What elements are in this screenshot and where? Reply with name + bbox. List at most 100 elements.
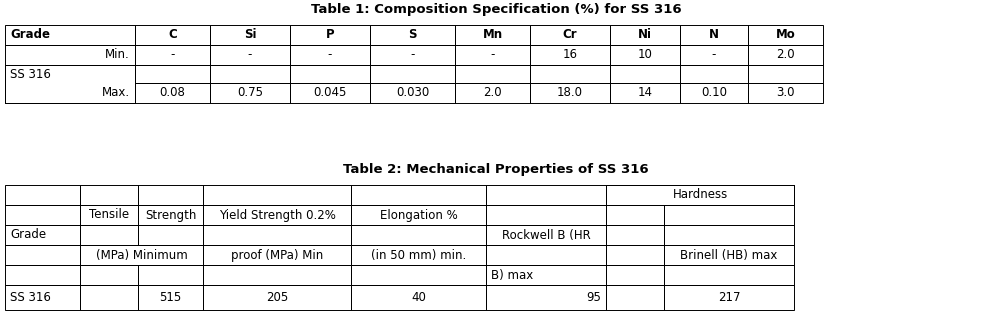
- Bar: [455, 45, 530, 65]
- Bar: [5, 185, 80, 205]
- Bar: [5, 25, 135, 45]
- Bar: [351, 265, 486, 285]
- Bar: [606, 205, 664, 225]
- Bar: [210, 45, 290, 65]
- Bar: [203, 265, 351, 285]
- Bar: [664, 225, 794, 245]
- Bar: [138, 185, 203, 205]
- Text: C: C: [168, 29, 177, 42]
- Text: Hardness: Hardness: [672, 188, 728, 202]
- Text: proof (MPa) Min: proof (MPa) Min: [231, 249, 323, 262]
- Text: 14: 14: [638, 86, 652, 99]
- Bar: [664, 185, 794, 205]
- Bar: [370, 83, 455, 103]
- Bar: [5, 45, 135, 65]
- Bar: [680, 45, 748, 65]
- Text: Elongation %: Elongation %: [379, 209, 458, 222]
- Text: -: -: [491, 48, 495, 61]
- Text: Mo: Mo: [776, 29, 795, 42]
- Text: -: -: [248, 48, 252, 61]
- Bar: [486, 225, 606, 245]
- Bar: [80, 245, 203, 265]
- Text: 217: 217: [718, 291, 740, 304]
- Text: Grade: Grade: [10, 29, 50, 42]
- Bar: [748, 83, 823, 103]
- Bar: [486, 245, 606, 265]
- Bar: [530, 25, 610, 45]
- Text: 2.0: 2.0: [484, 86, 501, 99]
- Text: B) max: B) max: [491, 268, 533, 281]
- Bar: [210, 65, 290, 83]
- Bar: [203, 185, 351, 205]
- Bar: [606, 245, 664, 265]
- Text: 40: 40: [411, 291, 426, 304]
- Text: -: -: [410, 48, 415, 61]
- Text: Si: Si: [243, 29, 256, 42]
- Bar: [5, 65, 135, 83]
- Text: Cr: Cr: [563, 29, 577, 42]
- Text: Table 2: Mechanical Properties of SS 316: Table 2: Mechanical Properties of SS 316: [344, 163, 648, 176]
- Bar: [606, 185, 664, 205]
- Bar: [203, 205, 351, 225]
- Text: 0.10: 0.10: [701, 86, 727, 99]
- Text: Ni: Ni: [638, 29, 652, 42]
- Text: N: N: [709, 29, 719, 42]
- Text: 0.030: 0.030: [396, 86, 429, 99]
- Bar: [351, 205, 486, 225]
- Bar: [606, 185, 794, 205]
- Bar: [203, 285, 351, 310]
- Bar: [606, 265, 664, 285]
- Text: 16: 16: [562, 48, 578, 61]
- Bar: [664, 265, 794, 285]
- Bar: [610, 25, 680, 45]
- Text: 18.0: 18.0: [557, 86, 583, 99]
- Bar: [351, 225, 486, 245]
- Bar: [606, 185, 794, 205]
- Text: 10: 10: [638, 48, 652, 61]
- Text: 0.08: 0.08: [160, 86, 186, 99]
- Bar: [664, 285, 794, 310]
- Text: SS 316: SS 316: [10, 68, 51, 81]
- Bar: [290, 83, 370, 103]
- Text: 95: 95: [586, 291, 601, 304]
- Bar: [80, 185, 138, 205]
- Text: Yield Strength 0.2%: Yield Strength 0.2%: [218, 209, 336, 222]
- Bar: [606, 285, 664, 310]
- Bar: [290, 65, 370, 83]
- Bar: [370, 45, 455, 65]
- Bar: [135, 65, 210, 83]
- Bar: [210, 83, 290, 103]
- Bar: [610, 45, 680, 65]
- Bar: [610, 83, 680, 103]
- Bar: [135, 83, 210, 103]
- Bar: [203, 245, 351, 265]
- Bar: [486, 185, 606, 205]
- Bar: [351, 285, 486, 310]
- Bar: [5, 285, 80, 310]
- Text: Rockwell B (HR: Rockwell B (HR: [501, 228, 591, 241]
- Text: Strength: Strength: [145, 209, 197, 222]
- Bar: [455, 65, 530, 83]
- Bar: [486, 265, 606, 285]
- Text: 0.045: 0.045: [314, 86, 347, 99]
- Bar: [5, 83, 135, 103]
- Bar: [135, 25, 210, 45]
- Bar: [748, 65, 823, 83]
- Bar: [138, 265, 203, 285]
- Bar: [5, 205, 80, 225]
- Bar: [290, 25, 370, 45]
- Bar: [80, 245, 203, 265]
- Bar: [80, 225, 138, 245]
- Text: 515: 515: [159, 291, 182, 304]
- Bar: [138, 285, 203, 310]
- Bar: [530, 45, 610, 65]
- Text: Table 1: Composition Specification (%) for SS 316: Table 1: Composition Specification (%) f…: [311, 3, 681, 16]
- Bar: [5, 65, 135, 103]
- Bar: [680, 25, 748, 45]
- Bar: [5, 65, 135, 103]
- Text: Min.: Min.: [105, 48, 130, 61]
- Text: Brinell (HB) max: Brinell (HB) max: [680, 249, 778, 262]
- Text: Grade: Grade: [10, 228, 46, 241]
- Bar: [138, 245, 203, 265]
- Bar: [370, 65, 455, 83]
